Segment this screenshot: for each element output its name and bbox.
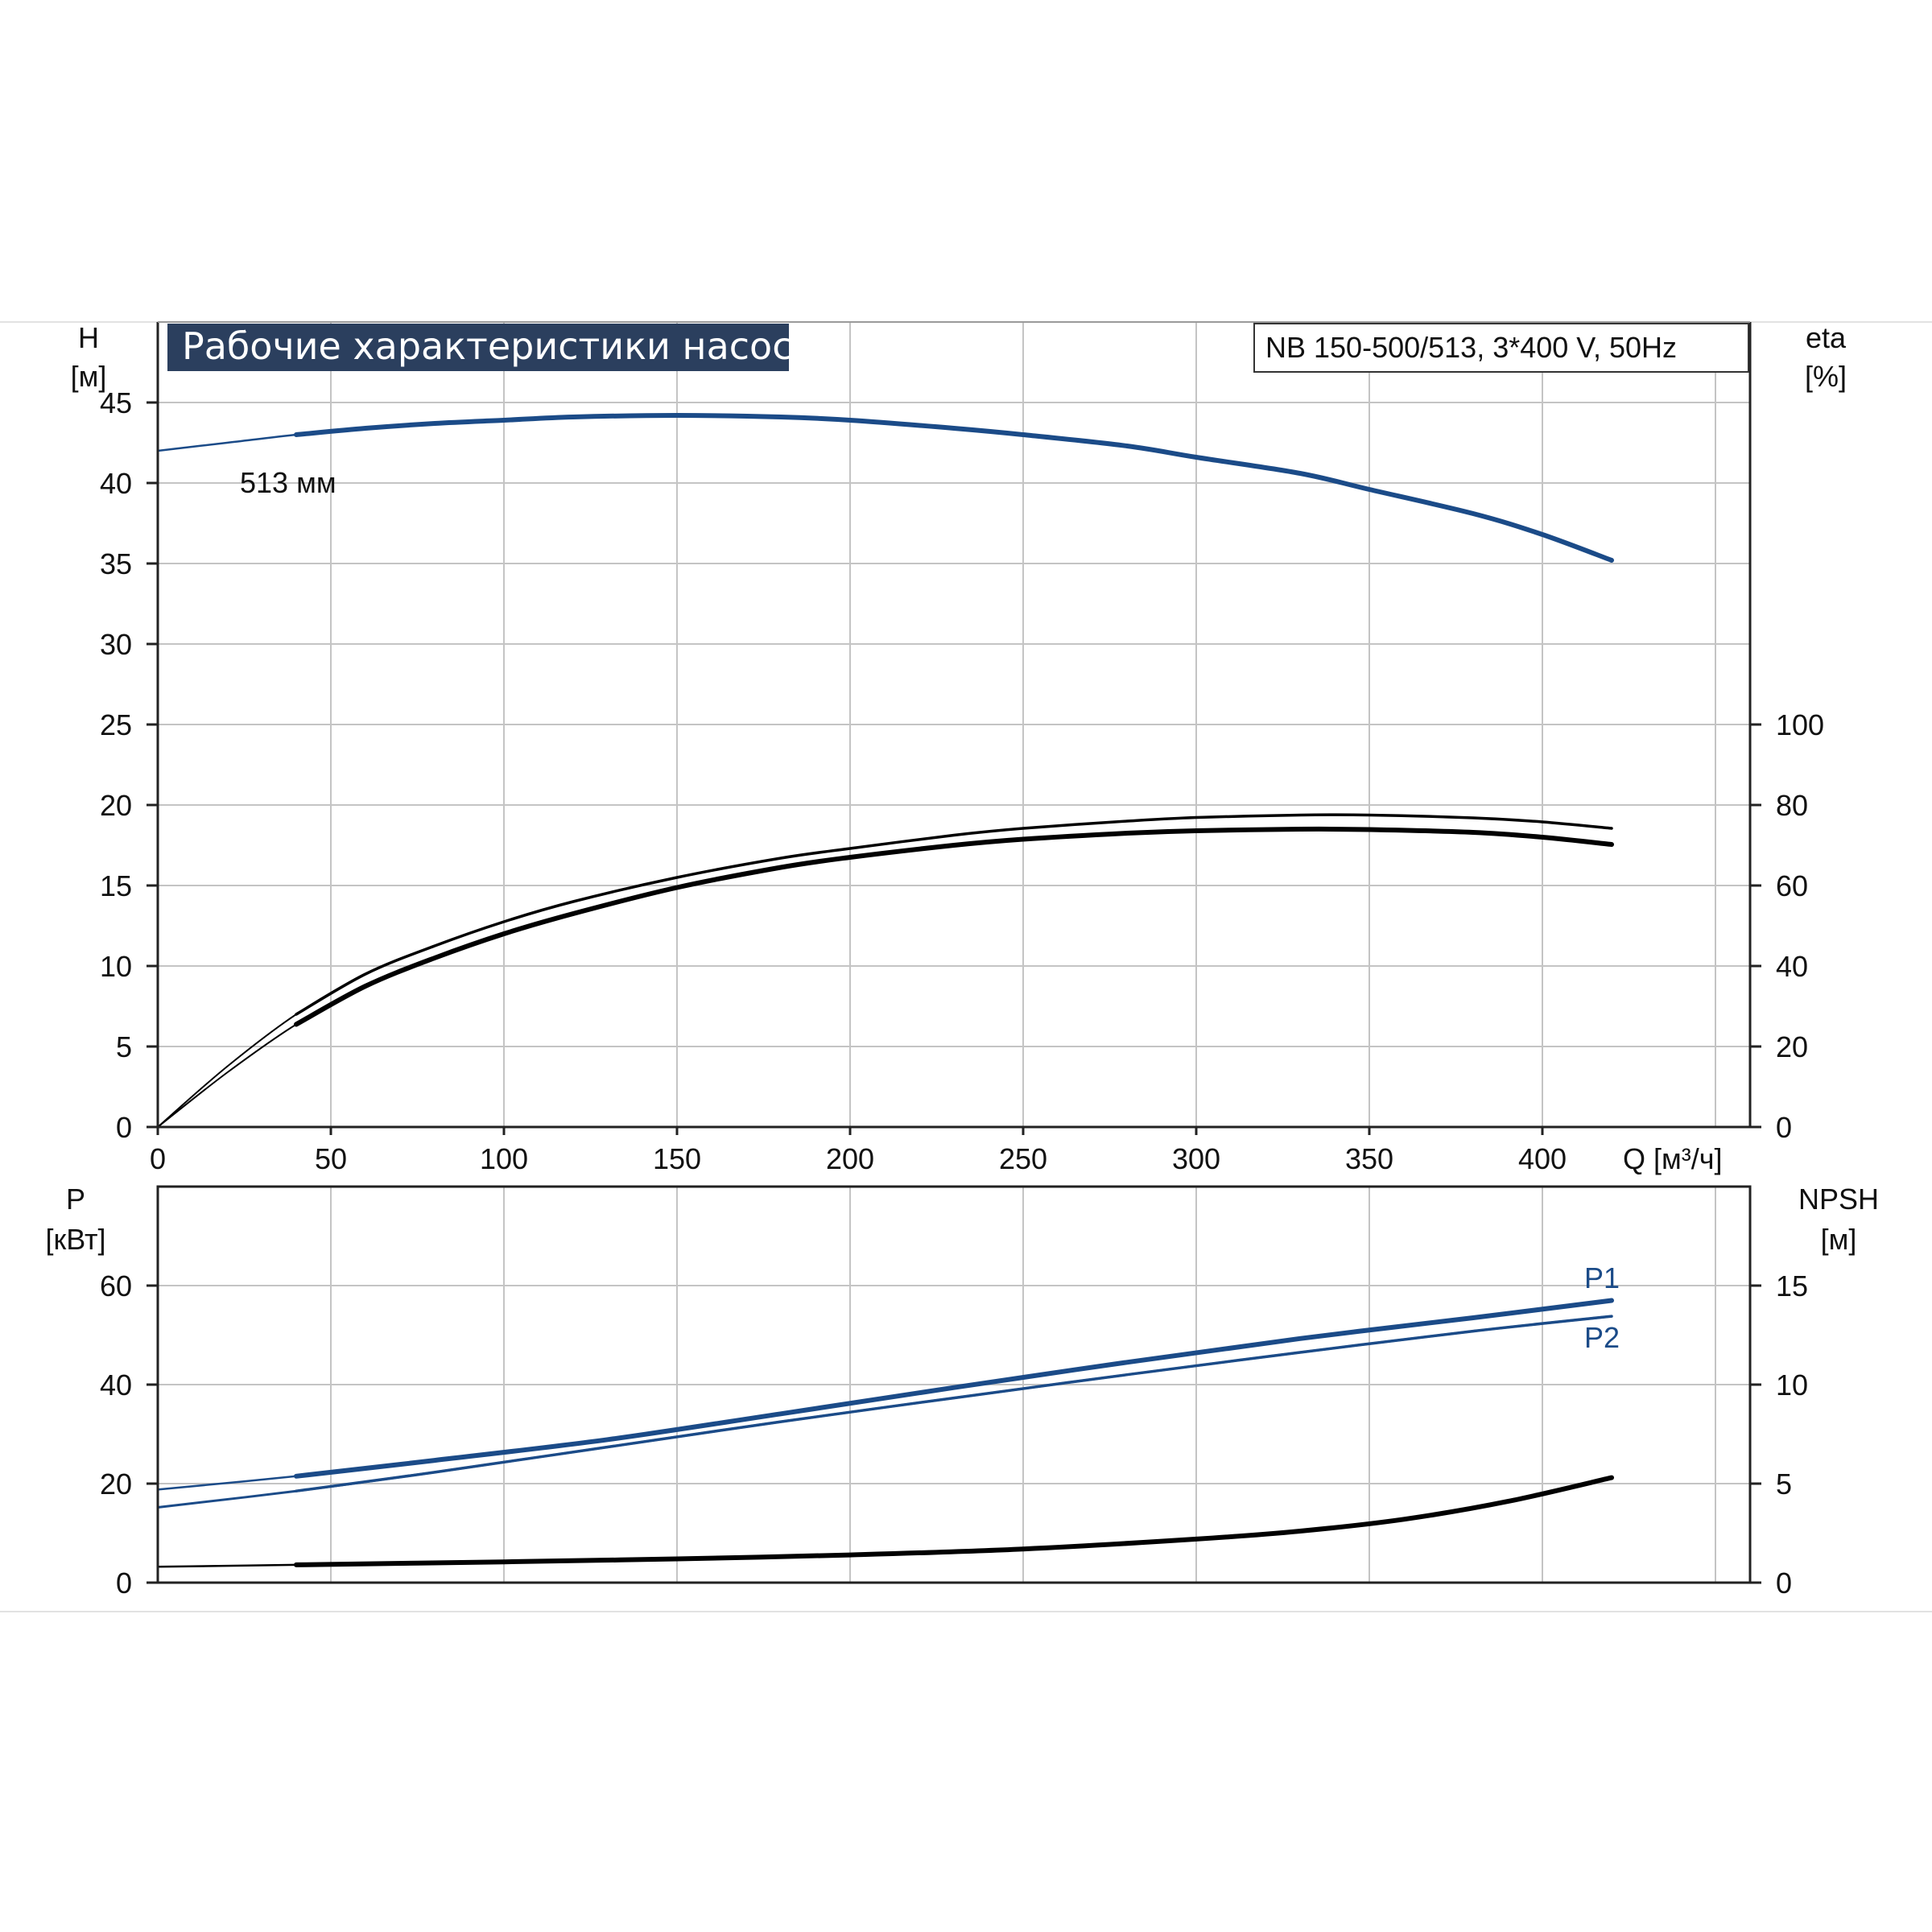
- tick-label: 100: [480, 1142, 528, 1175]
- tick-label: 20: [100, 1468, 132, 1501]
- tick-label: 15: [100, 869, 132, 902]
- npsh-axis-title: NPSH [м]: [1798, 1183, 1879, 1256]
- axis-frames: [156, 321, 1752, 1584]
- p2-label: P2: [1584, 1321, 1620, 1354]
- tick-label: 50: [315, 1142, 347, 1175]
- lower-curves: [156, 1298, 1614, 1568]
- tick-label: 0: [1776, 1111, 1792, 1144]
- tick-label: 5: [116, 1030, 132, 1063]
- curve-p1: [294, 1298, 1614, 1479]
- curve-p2: [295, 1315, 1613, 1492]
- tick-label: 300: [1172, 1142, 1220, 1175]
- curve-extrapolated-eta-pump: [157, 828, 1612, 1128]
- tick-label: 30: [100, 628, 132, 661]
- curve-extrapolated-head: [156, 414, 1613, 562]
- tick-label: 350: [1345, 1142, 1393, 1175]
- model-label: NB 150-500/513, 3*400 V, 50Hz: [1265, 331, 1677, 364]
- tick-labels: 0 50 100 150 200 250 300 350 4000510152025303540…: [100, 386, 1824, 1600]
- tick-label: 0: [1776, 1567, 1792, 1600]
- tick-label: 20: [1776, 1030, 1808, 1063]
- tick-label: 60: [1776, 869, 1808, 902]
- curve-eta-pump: [294, 826, 1614, 1027]
- tick-label: 400: [1518, 1142, 1567, 1175]
- p1-label: P1: [1584, 1261, 1620, 1294]
- tick-label: 40: [100, 467, 132, 500]
- lower-grid: [158, 1187, 1750, 1583]
- eta-axis-title: eta [%]: [1805, 321, 1847, 393]
- tick-label: 10: [100, 950, 132, 983]
- curve-extrapolated-eta-total: [157, 814, 1612, 1128]
- upper-grid: [158, 321, 1750, 1127]
- tick-label: 15: [1776, 1269, 1808, 1302]
- tick-label: 0: [116, 1111, 132, 1144]
- tick-label: 10: [1776, 1368, 1808, 1402]
- chart-title-box: [167, 324, 789, 371]
- tick-label: 200: [826, 1142, 874, 1175]
- curve-npsh: [294, 1475, 1614, 1567]
- impeller-diameter-label: 513 мм: [240, 466, 336, 499]
- tick-label: 25: [100, 708, 132, 741]
- tick-label: 40: [100, 1368, 132, 1402]
- curve-extrapolated-p2: [156, 1315, 1613, 1509]
- tick-label: 20: [100, 789, 132, 822]
- tick-label: 60: [100, 1269, 132, 1302]
- h-axis-title: H [м]: [71, 321, 107, 393]
- tick-label: 100: [1776, 708, 1824, 741]
- tick-label: 150: [653, 1142, 701, 1175]
- tick-label: 5: [1776, 1468, 1792, 1501]
- tick-label: 0: [150, 1142, 166, 1175]
- tick-label: 0: [116, 1567, 132, 1600]
- upper-curves: [156, 412, 1614, 1128]
- tick-label: 45: [100, 386, 132, 419]
- curve-head: [294, 412, 1614, 563]
- p-axis-title: P [кВт]: [45, 1183, 105, 1256]
- tick-label: 40: [1776, 950, 1808, 983]
- q-axis-title: Q [м³/ч]: [1623, 1142, 1723, 1175]
- model-box: [1253, 323, 1749, 373]
- chart-title: Рабочие характеристики насоса: [182, 324, 815, 368]
- tick-label: 250: [999, 1142, 1047, 1175]
- tick-label: 35: [100, 547, 132, 580]
- tick-label: 80: [1776, 789, 1808, 822]
- tick-marks: [147, 401, 1761, 1584]
- curve-eta-total: [295, 813, 1613, 1016]
